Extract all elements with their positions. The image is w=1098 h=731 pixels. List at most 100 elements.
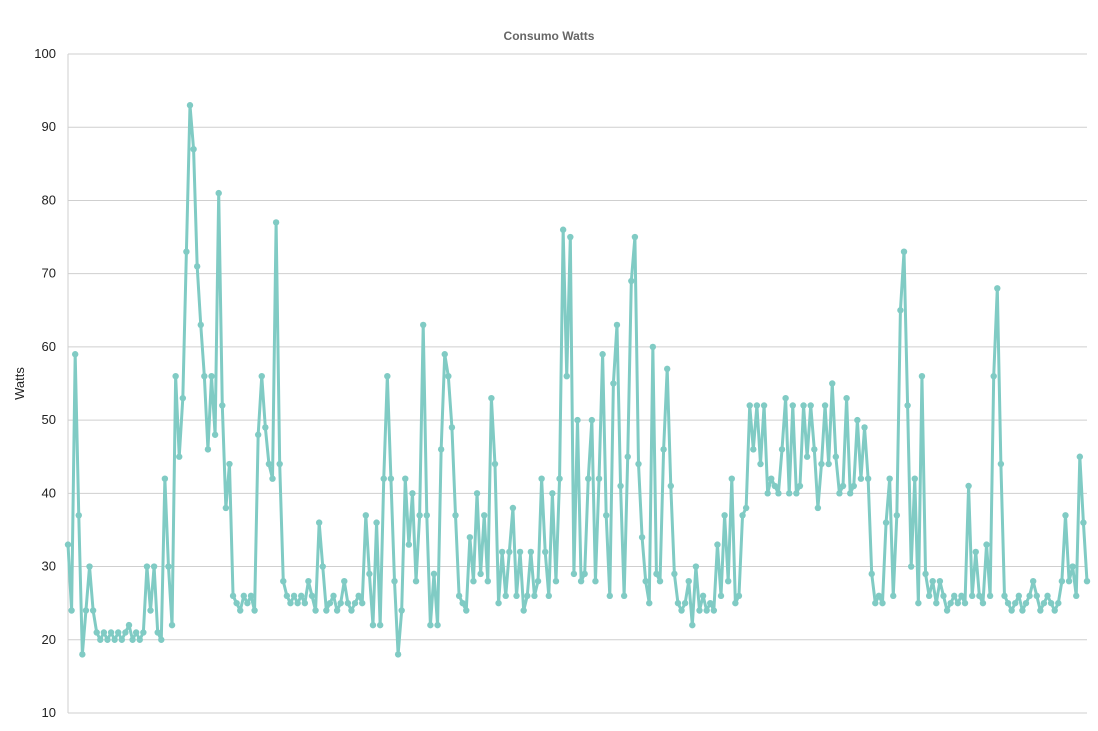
data-point[interactable]	[746, 402, 753, 409]
data-point[interactable]	[631, 233, 639, 241]
data-point[interactable]	[986, 592, 994, 600]
data-point[interactable]	[312, 607, 319, 614]
data-point[interactable]	[506, 548, 513, 556]
data-point[interactable]	[771, 482, 779, 490]
data-point[interactable]	[649, 343, 657, 351]
data-point[interactable]	[678, 607, 685, 614]
data-point[interactable]	[570, 570, 578, 578]
data-point[interactable]	[97, 636, 104, 643]
data-point[interactable]	[574, 416, 581, 424]
data-point[interactable]	[204, 446, 212, 453]
data-point[interactable]	[430, 570, 438, 578]
data-point[interactable]	[803, 453, 811, 460]
data-point[interactable]	[79, 651, 86, 658]
data-point[interactable]	[434, 621, 441, 629]
data-point[interactable]	[251, 607, 258, 614]
data-point[interactable]	[1037, 607, 1044, 614]
data-point[interactable]	[516, 548, 524, 556]
data-point[interactable]	[929, 578, 936, 585]
data-point[interactable]	[337, 599, 344, 607]
data-point[interactable]	[237, 607, 244, 614]
data-point[interactable]	[122, 629, 129, 636]
data-point[interactable]	[298, 592, 305, 600]
data-point[interactable]	[359, 599, 366, 607]
data-point[interactable]	[951, 592, 958, 600]
data-point[interactable]	[997, 460, 1005, 468]
data-point[interactable]	[979, 599, 987, 607]
data-point[interactable]	[646, 599, 653, 607]
data-point[interactable]	[107, 629, 115, 636]
data-point[interactable]	[739, 512, 746, 519]
data-point[interactable]	[1051, 607, 1058, 614]
data-point[interactable]	[1022, 599, 1030, 607]
data-point[interactable]	[330, 592, 337, 600]
data-point[interactable]	[409, 490, 416, 497]
data-point[interactable]	[872, 599, 879, 607]
data-point[interactable]	[699, 592, 707, 600]
data-point[interactable]	[247, 592, 255, 600]
data-point[interactable]	[89, 607, 97, 614]
data-point[interactable]	[391, 578, 398, 585]
data-point[interactable]	[323, 607, 330, 614]
data-point[interactable]	[240, 592, 248, 600]
data-point[interactable]	[764, 490, 771, 497]
data-point[interactable]	[875, 592, 883, 600]
data-point[interactable]	[459, 599, 466, 607]
data-point[interactable]	[1008, 607, 1015, 614]
data-point[interactable]	[294, 599, 301, 607]
data-point[interactable]	[890, 592, 897, 600]
data-point[interactable]	[416, 512, 423, 519]
data-point[interactable]	[696, 607, 703, 614]
data-point[interactable]	[165, 563, 172, 570]
data-point[interactable]	[158, 636, 165, 643]
data-point[interactable]	[491, 460, 499, 468]
data-point[interactable]	[861, 424, 868, 431]
data-point[interactable]	[811, 446, 818, 453]
data-point[interactable]	[735, 592, 743, 600]
data-point[interactable]	[581, 570, 588, 578]
data-point[interactable]	[990, 372, 997, 380]
data-point[interactable]	[653, 570, 660, 578]
data-point[interactable]	[732, 599, 739, 607]
data-point[interactable]	[710, 607, 718, 614]
data-point[interactable]	[262, 424, 269, 431]
data-point[interactable]	[1083, 578, 1091, 585]
data-point[interactable]	[846, 490, 854, 497]
data-point[interactable]	[68, 607, 75, 614]
data-point[interactable]	[140, 629, 147, 636]
data-point[interactable]	[513, 592, 520, 600]
data-point[interactable]	[559, 226, 567, 233]
data-point[interactable]	[147, 607, 154, 614]
data-point[interactable]	[542, 548, 549, 556]
data-point[interactable]	[125, 621, 133, 629]
data-point[interactable]	[879, 599, 886, 607]
data-point[interactable]	[1040, 599, 1048, 607]
data-point[interactable]	[893, 512, 901, 519]
data-point[interactable]	[721, 512, 728, 519]
data-point[interactable]	[549, 490, 556, 497]
data-point[interactable]	[369, 621, 377, 629]
data-point[interactable]	[778, 446, 786, 453]
data-point[interactable]	[150, 563, 158, 570]
data-point[interactable]	[545, 592, 552, 600]
data-point[interactable]	[585, 475, 592, 482]
data-point[interactable]	[93, 629, 100, 636]
data-point[interactable]	[452, 512, 459, 519]
data-point[interactable]	[750, 446, 757, 453]
data-point[interactable]	[577, 578, 585, 585]
data-point[interactable]	[208, 372, 215, 380]
data-point[interactable]	[1069, 563, 1076, 570]
data-point[interactable]	[1026, 592, 1033, 600]
data-point[interactable]	[1062, 512, 1069, 519]
data-point[interactable]	[380, 475, 387, 482]
data-point[interactable]	[1065, 578, 1073, 585]
data-point[interactable]	[656, 578, 664, 585]
data-point[interactable]	[319, 563, 326, 570]
data-point[interactable]	[760, 402, 768, 409]
data-point[interactable]	[420, 321, 427, 329]
data-point[interactable]	[642, 578, 649, 585]
data-point[interactable]	[75, 512, 82, 519]
data-point[interactable]	[671, 570, 678, 578]
data-point[interactable]	[276, 460, 283, 468]
data-point[interactable]	[132, 629, 140, 636]
